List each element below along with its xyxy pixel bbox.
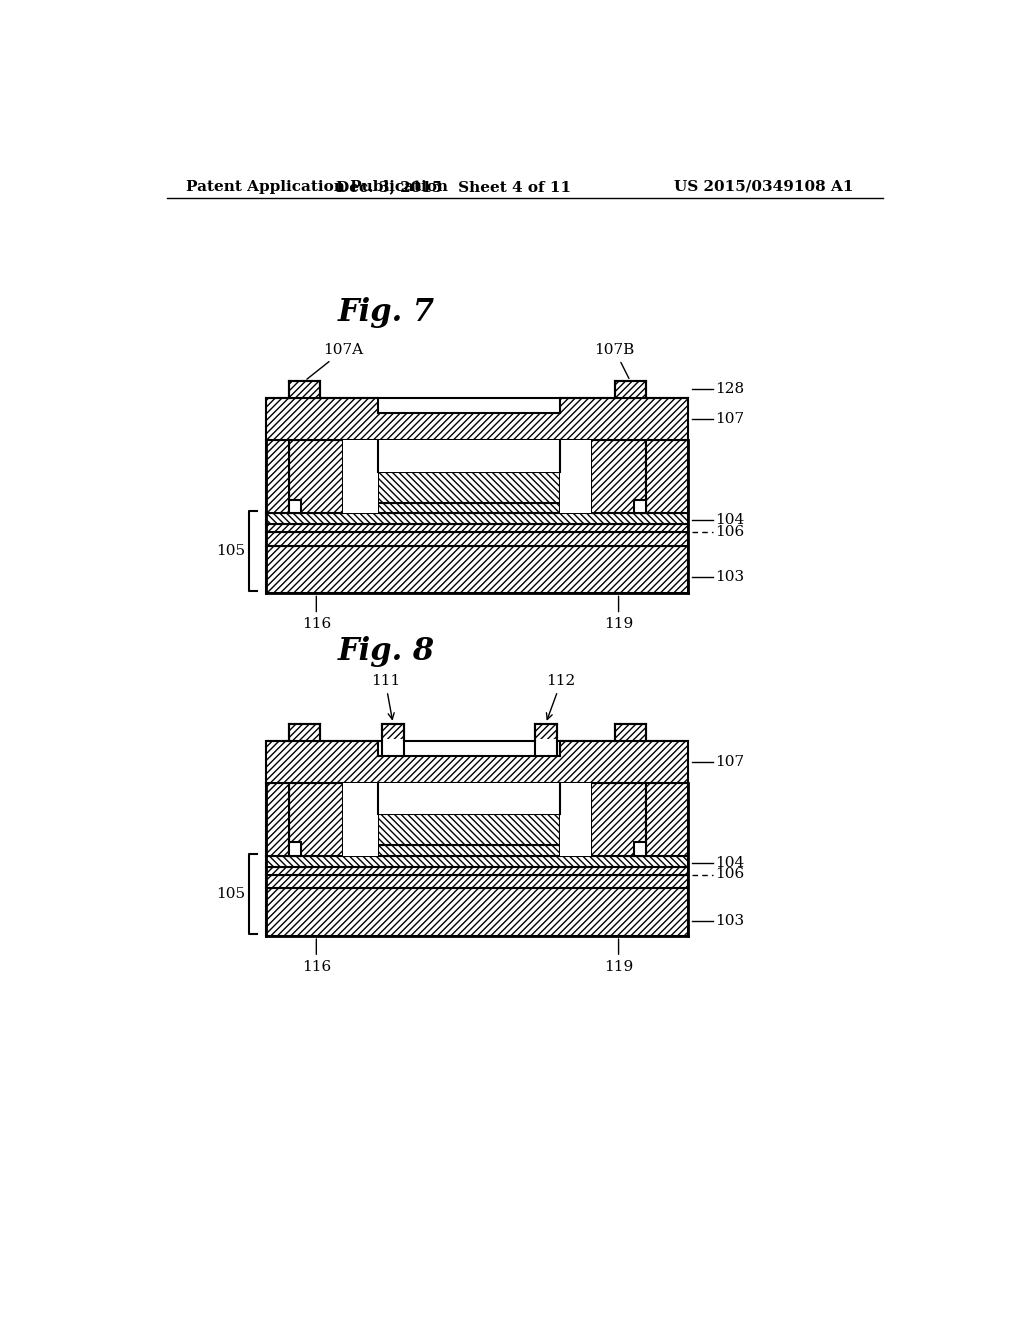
Text: 119: 119 (604, 597, 633, 631)
Bar (343, 783, 378, 857)
Bar (378, 441, 560, 471)
Text: 112: 112 (547, 675, 575, 719)
Bar (378, 471, 560, 503)
Bar (378, 845, 560, 857)
Text: Dec. 3, 2015   Sheet 4 of 11: Dec. 3, 2015 Sheet 4 of 11 (336, 180, 571, 194)
Bar (614, 723, 646, 741)
Bar (266, 532, 688, 545)
Bar (266, 441, 289, 513)
Bar (378, 396, 560, 413)
Bar (266, 513, 688, 524)
Bar (289, 441, 343, 513)
Bar (289, 783, 343, 857)
Bar (266, 397, 688, 441)
Text: 104: 104 (716, 513, 744, 527)
Text: 106: 106 (716, 525, 744, 539)
Text: Fig. 8: Fig. 8 (337, 636, 434, 667)
Bar (289, 381, 321, 397)
Bar (614, 381, 646, 397)
Text: 103: 103 (716, 570, 744, 583)
Bar (378, 814, 560, 845)
Bar (343, 441, 378, 513)
Bar (378, 739, 560, 756)
Text: 103: 103 (716, 913, 744, 928)
Text: Patent Application Publication: Patent Application Publication (186, 180, 449, 194)
Text: 116: 116 (302, 939, 331, 974)
Bar (266, 867, 688, 875)
Bar (634, 499, 646, 513)
Text: 107: 107 (716, 412, 744, 426)
Text: 104: 104 (716, 855, 744, 870)
Text: 107B: 107B (595, 343, 635, 379)
Bar (382, 723, 403, 741)
Bar (560, 441, 592, 513)
Bar (646, 783, 688, 857)
Bar (535, 723, 557, 741)
Bar (266, 524, 688, 532)
Bar (266, 875, 688, 888)
Bar (266, 888, 688, 936)
Text: 105: 105 (216, 544, 245, 558)
Text: 105: 105 (216, 887, 245, 900)
Bar (592, 441, 646, 513)
Bar (289, 842, 301, 857)
Bar (266, 545, 688, 594)
Text: 119: 119 (604, 939, 633, 974)
Bar (266, 857, 688, 867)
Bar (378, 503, 560, 513)
Bar (646, 441, 688, 513)
Bar (266, 783, 289, 857)
Text: Fig. 7: Fig. 7 (337, 297, 434, 327)
Text: 107: 107 (716, 755, 744, 768)
Text: 128: 128 (716, 383, 744, 396)
Text: 116: 116 (302, 597, 331, 631)
Bar (378, 783, 560, 814)
Bar (592, 783, 646, 857)
Bar (634, 842, 646, 857)
Bar (289, 723, 321, 741)
Text: 111: 111 (371, 675, 400, 719)
Bar (266, 741, 688, 783)
Text: 107A: 107A (307, 343, 364, 379)
Bar (560, 783, 592, 857)
Bar (289, 499, 301, 513)
Text: 106: 106 (716, 867, 744, 882)
Text: US 2015/0349108 A1: US 2015/0349108 A1 (674, 180, 853, 194)
